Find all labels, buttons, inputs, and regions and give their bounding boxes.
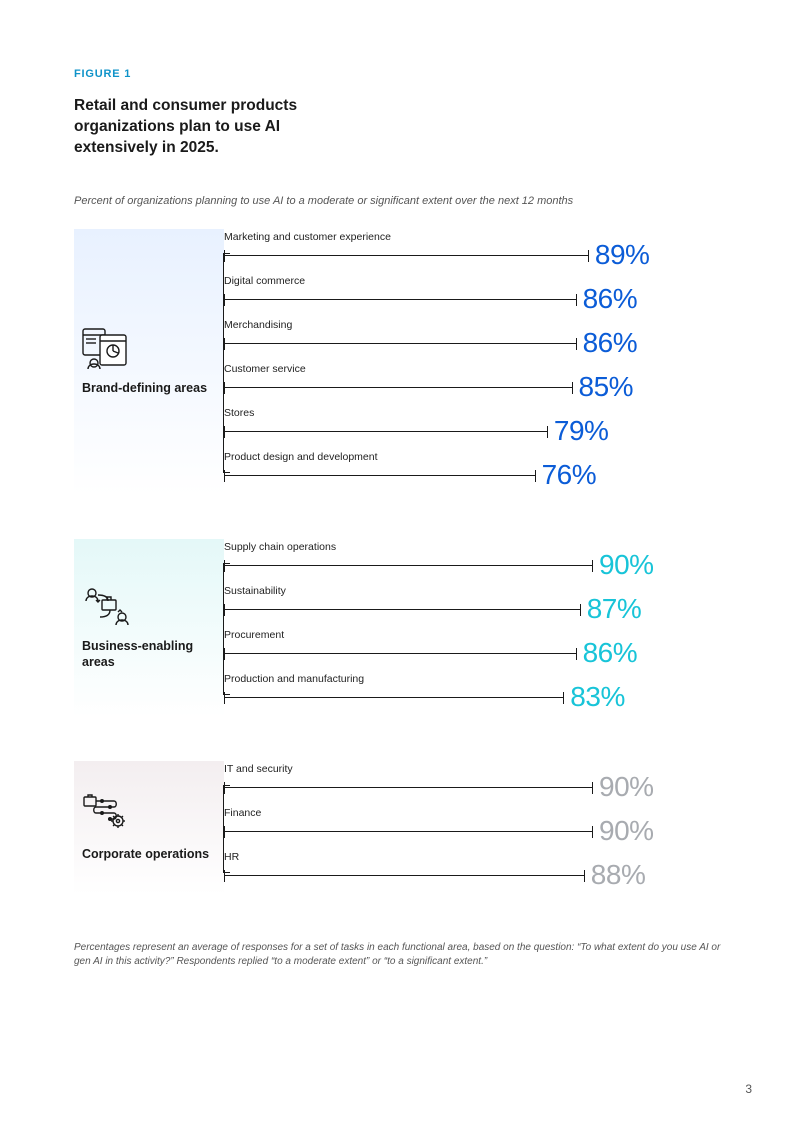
group-label-text: Corporate operations <box>82 847 214 863</box>
footnote: Percentages represent an average of resp… <box>74 941 728 970</box>
bar-track <box>224 431 548 432</box>
bar-track <box>224 653 577 654</box>
process-gear-icon <box>82 793 134 837</box>
bar-row: Digital commerce 86% <box>224 275 728 319</box>
bar-row: Supply chain operations 90% <box>224 541 728 585</box>
bar-row: Sustainability 87% <box>224 585 728 629</box>
bar-value: 88% <box>591 859 646 891</box>
bar-track <box>224 609 581 610</box>
bar-label: Procurement <box>224 629 284 641</box>
bar-track <box>224 831 593 832</box>
group-label-text: Brand-defining areas <box>82 381 214 397</box>
bar-row: Stores 79% <box>224 407 728 451</box>
bar-row: Production and manufacturing 83% <box>224 673 728 717</box>
bar-label: Marketing and customer experience <box>224 231 391 243</box>
bar-value: 90% <box>599 771 654 803</box>
group-label-text: Business-enabling areas <box>82 639 214 670</box>
group-bracket <box>223 785 224 873</box>
chart-group: Brand-defining areas Marketing and custom… <box>74 229 728 495</box>
bar-value: 76% <box>542 459 597 491</box>
page-title: Retail and consumer products organizatio… <box>74 96 304 159</box>
bar-list: Supply chain operations 90% Sustainability… <box>224 539 728 717</box>
bar-track <box>224 475 536 476</box>
bar-value: 89% <box>595 239 650 271</box>
page-number: 3 <box>745 1082 752 1096</box>
bar-track <box>224 343 577 344</box>
group-label: Business-enabling areas <box>74 539 224 717</box>
bar-value: 79% <box>554 415 609 447</box>
bar-row: Customer service 85% <box>224 363 728 407</box>
bar-track <box>224 387 573 388</box>
bar-track <box>224 787 593 788</box>
bar-value: 87% <box>587 593 642 625</box>
bar-row: Finance 90% <box>224 807 728 851</box>
bar-value: 86% <box>583 327 638 359</box>
group-label: Brand-defining areas <box>74 229 224 495</box>
bar-value: 83% <box>570 681 625 713</box>
bar-row: HR 88% <box>224 851 728 895</box>
bar-label: IT and security <box>224 763 293 775</box>
bar-label: Production and manufacturing <box>224 673 364 685</box>
bar-row: Marketing and customer experience 89% <box>224 231 728 275</box>
bar-track <box>224 697 564 698</box>
group-label: Corporate operations <box>74 761 224 895</box>
bar-label: Supply chain operations <box>224 541 336 553</box>
chart-area: Brand-defining areas Marketing and custom… <box>74 229 728 895</box>
chart-group: Corporate operationsIT and security90%Fi… <box>74 761 728 895</box>
bar-value: 86% <box>583 283 638 315</box>
bar-track <box>224 565 593 566</box>
bar-track <box>224 875 585 876</box>
bar-label: Customer service <box>224 363 306 375</box>
bar-row: IT and security 90% <box>224 763 728 807</box>
bar-value: 90% <box>599 549 654 581</box>
bar-list: Marketing and customer experience 89% Digi… <box>224 229 728 495</box>
chart-group: Business-enabling areas Supply chain oper… <box>74 539 728 717</box>
bar-value: 86% <box>583 637 638 669</box>
figure-label: FIGURE 1 <box>74 68 728 80</box>
bar-list: IT and security 90% Finance 90% HR 88% <box>224 761 728 895</box>
bar-row: Procurement 86% <box>224 629 728 673</box>
bar-track <box>224 299 577 300</box>
page: FIGURE 1 Retail and consumer products or… <box>0 0 802 1132</box>
bar-label: Digital commerce <box>224 275 305 287</box>
bar-label: Sustainability <box>224 585 286 597</box>
chart-subtitle: Percent of organizations planning to use… <box>74 195 728 207</box>
bar-row: Merchandising 86% <box>224 319 728 363</box>
bar-label: Merchandising <box>224 319 292 331</box>
bar-value: 85% <box>579 371 634 403</box>
group-bracket <box>223 563 224 695</box>
bar-label: Finance <box>224 807 261 819</box>
group-bracket <box>223 253 224 473</box>
workflow-icon <box>82 585 134 629</box>
bar-row: Product design and development 76% <box>224 451 728 495</box>
dashboard-icon <box>82 327 134 371</box>
bar-value: 90% <box>599 815 654 847</box>
bar-label: Product design and development <box>224 451 378 463</box>
bar-label: Stores <box>224 407 254 419</box>
bar-label: HR <box>224 851 239 863</box>
bar-track <box>224 255 589 256</box>
